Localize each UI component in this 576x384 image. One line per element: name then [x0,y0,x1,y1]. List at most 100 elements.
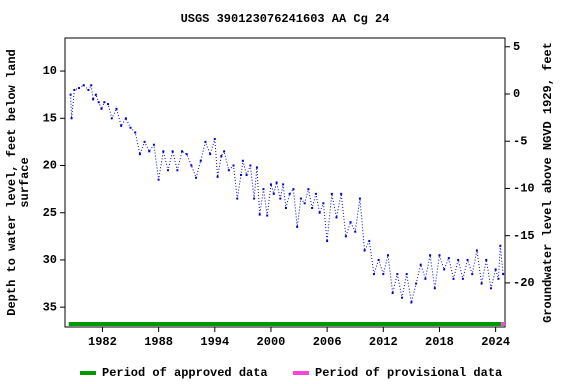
data-point [335,216,338,219]
data-point [322,202,325,205]
data-point [344,235,347,238]
data-point [307,188,310,191]
data-point [190,164,193,167]
x-tick-label: 2012 [369,335,398,349]
data-point [292,188,295,191]
data-point [303,202,306,205]
y2-tick-label: -5 [513,134,527,148]
data-point [497,277,500,280]
x-tick-label: 2024 [481,335,510,349]
data-point [262,188,265,191]
data-point [433,287,436,290]
data-point [382,273,385,276]
data-point [166,169,169,172]
data-point [447,257,450,260]
data-point [232,164,235,167]
legend-label: Period of provisional data [315,366,502,380]
data-point [471,273,474,276]
data-point [220,155,223,158]
data-point [340,192,343,195]
x-tick-label: 2000 [257,335,286,349]
x-tick-label: 2006 [313,335,342,349]
data-point [461,277,464,280]
data-point [502,273,505,276]
data-point [358,197,361,200]
data-point [443,268,446,271]
data-point [199,159,202,162]
x-tick-label: 1994 [200,335,229,349]
y2-tick-label: -20 [513,276,535,290]
data-point [452,277,455,280]
data-point [143,140,146,143]
data-point [457,258,460,261]
y2-tick-label: -15 [513,229,535,243]
data-point [282,183,285,186]
period-bar [68,322,502,326]
data-point [266,214,269,217]
data-point [499,244,502,247]
y2-tick-label: 5 [513,40,520,54]
data-point [70,117,73,120]
data-point [354,230,357,233]
data-point [162,150,165,153]
x-tick-label: 1982 [88,335,117,349]
data-point [377,258,380,261]
data-point [326,240,329,243]
data-point [195,176,198,179]
x-tick-label: 1988 [144,335,173,349]
data-point [275,181,278,184]
data-point [318,211,321,214]
data-point [97,101,100,104]
data-point [410,301,413,304]
y2-axis-label: Groundwater level above NGVD 1929, feet [541,42,555,323]
data-point [78,87,81,90]
period-bar [501,322,505,326]
legend-label: Period of approved data [102,366,268,380]
data-point [209,153,212,156]
data-point [401,296,404,299]
data-point [288,192,291,195]
data-point [314,192,317,195]
x-tick-label: 2018 [425,335,454,349]
data-point [204,140,207,143]
data-point [438,254,441,257]
data-point [475,249,478,252]
data-point [368,240,371,243]
data-point [480,282,483,285]
data-point [272,192,275,195]
data-point [494,268,497,271]
data-point [249,164,252,167]
y-tick-label: 25 [43,206,57,220]
data-point [216,175,219,178]
y-tick-label: 35 [43,300,57,314]
data-point [485,258,488,261]
data-point [386,254,389,257]
chart-title: USGS 390123076241603 AA Cg 24 [181,12,390,26]
data-point [240,173,242,176]
data-point [94,93,97,96]
y-tick-label: 30 [43,253,57,267]
data-point [152,143,155,146]
data-point [176,169,179,172]
data-point [124,117,127,120]
data-point [90,84,93,87]
data-point [245,173,248,176]
data-point [82,84,85,87]
data-point [73,88,76,91]
data-point [372,273,375,276]
data-line [70,83,504,303]
data-point [185,153,188,156]
data-point [466,258,469,261]
data-point [87,88,90,91]
data-point [391,292,394,294]
data-point [107,103,110,106]
y-tick-label: 20 [43,159,57,173]
data-point [103,101,106,104]
data-point [419,263,422,266]
data-point [241,159,244,162]
plot-frame [64,37,506,328]
y2-tick-label: 0 [513,87,520,101]
data-point [69,93,72,96]
